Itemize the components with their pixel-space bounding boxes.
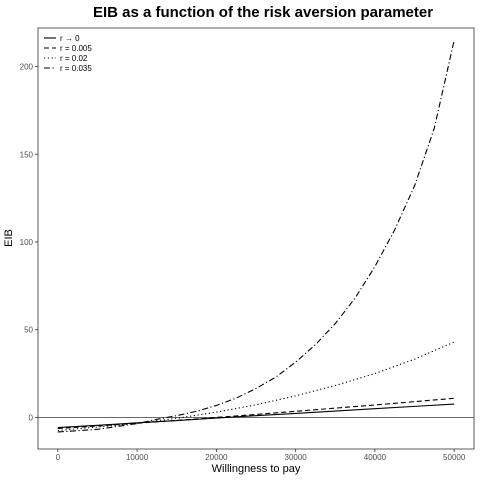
y-tick-label: 100: [20, 238, 34, 247]
legend-label-0: r → 0: [60, 34, 80, 43]
legend-label-2: r = 0.02: [60, 54, 88, 63]
y-tick-label: 50: [24, 326, 33, 335]
x-tick-label: 30000: [285, 453, 308, 462]
y-tick-label: 0: [29, 413, 34, 422]
series-line-3: [57, 40, 455, 433]
y-axis-title: EIB: [3, 229, 15, 247]
y-tick-label: 200: [20, 63, 34, 72]
x-axis-title: Willingness to pay: [212, 463, 301, 475]
x-tick-label: 0: [56, 453, 61, 462]
x-tick-label: 10000: [126, 453, 149, 462]
y-tick-label: 150: [20, 150, 34, 159]
legend-label-3: r = 0.035: [60, 64, 92, 73]
legend-label-1: r = 0.005: [60, 44, 92, 53]
x-tick-label: 50000: [443, 453, 466, 462]
x-tick-label: 20000: [205, 453, 228, 462]
series-line-1: [57, 397, 455, 430]
chart-title: EIB as a function of the risk aversion p…: [93, 4, 433, 21]
plot-panel: [37, 27, 475, 450]
x-tick-label: 40000: [364, 453, 387, 462]
